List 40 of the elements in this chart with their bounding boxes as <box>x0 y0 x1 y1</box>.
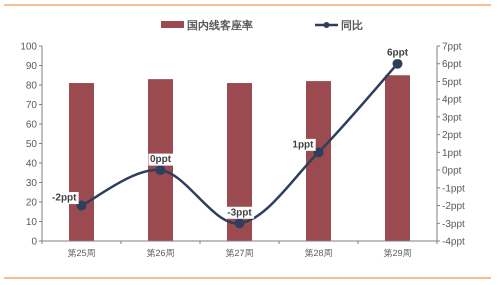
legend-label: 国内线客座率 <box>187 19 253 32</box>
point <box>392 58 402 69</box>
y2-tick-label: -3ppt <box>442 218 466 230</box>
legend-label: 同比 <box>341 19 363 32</box>
y-tick-label: 0 <box>31 236 38 248</box>
y2-tick-label: 4ppt <box>442 94 462 106</box>
y-tick-label: 100 <box>20 42 38 52</box>
y-tick-label: 50 <box>26 139 38 150</box>
y2-tick-label: -2ppt <box>442 201 466 212</box>
y-tick-label: 60 <box>26 120 38 130</box>
data-label: 6ppt <box>386 48 409 59</box>
point <box>234 218 244 228</box>
y-tick-label: 90 <box>26 61 38 72</box>
x-tick-label: 第28周 <box>304 248 333 258</box>
y2-tick-label: 0ppt <box>442 166 462 177</box>
y-tick-label: 20 <box>26 198 38 208</box>
y2-tick-label: 3ppt <box>442 112 462 124</box>
data-label: -3ppt <box>227 207 252 218</box>
point <box>156 165 166 176</box>
point <box>76 200 86 211</box>
data-label: 1ppt <box>292 139 314 150</box>
y2-tick-label: 5ppt <box>442 76 462 88</box>
point <box>314 147 324 158</box>
y-tick-label: 80 <box>26 80 38 92</box>
y2-tick-label: -1ppt <box>442 183 466 194</box>
y2-tick-label: 1ppt <box>442 148 462 159</box>
y2-tick-label: -4ppt <box>442 236 466 248</box>
data-label: -2ppt <box>52 192 78 204</box>
y-tick-label: 10 <box>26 217 38 228</box>
y-tick-label: 30 <box>26 178 38 189</box>
data-label: 0ppt <box>150 154 172 166</box>
y2-tick-label: 7ppt <box>442 42 462 52</box>
x-tick-label: 第25周 <box>67 248 96 258</box>
x-tick-label: 第26周 <box>146 248 175 258</box>
x-tick-label: 第27周 <box>225 248 254 258</box>
x-tick-label: 第29周 <box>383 248 412 258</box>
y2-tick-label: 2ppt <box>442 130 462 142</box>
y-tick-label: 40 <box>26 158 38 170</box>
y-tick-label: 70 <box>26 100 38 111</box>
y2-tick-label: 6ppt <box>442 59 462 70</box>
